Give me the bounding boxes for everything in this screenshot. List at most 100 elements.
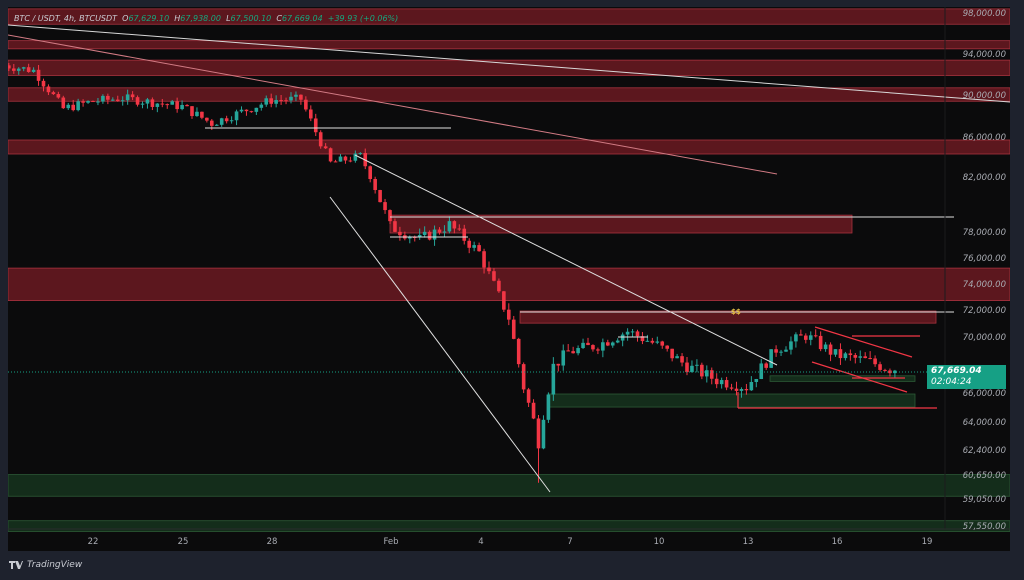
wedge-upper-line [354, 154, 778, 366]
candle-body [823, 344, 828, 350]
resistance-zone[interactable] [8, 267, 1010, 302]
candle-body [764, 363, 768, 368]
resistance-zone[interactable] [8, 139, 1010, 155]
candle-body [239, 109, 244, 112]
candle-body [868, 358, 872, 360]
high-label: H [174, 14, 181, 23]
candle-body [81, 101, 85, 103]
candle [16, 67, 21, 75]
resistance-zone[interactable] [8, 40, 1010, 50]
candle-body [843, 353, 848, 359]
candle-body [41, 80, 46, 87]
resistance-zone[interactable] [8, 59, 1010, 76]
price-chart[interactable]: $$ [8, 7, 1010, 551]
support-zone[interactable] [8, 474, 1010, 497]
candle [650, 337, 655, 345]
candle-body [477, 245, 481, 252]
candle-body [150, 99, 155, 107]
time-tick-label: 25 [177, 537, 189, 547]
candle-body [799, 334, 803, 336]
support-zone[interactable] [547, 393, 916, 408]
chart-frame[interactable]: $$ [8, 7, 1010, 551]
candle-body [398, 231, 402, 236]
candle [259, 102, 264, 111]
candle [383, 198, 387, 214]
candle-body [111, 99, 115, 101]
candle [254, 107, 259, 115]
candle [12, 63, 16, 74]
candle-body [31, 69, 36, 72]
candle [700, 362, 704, 380]
candle-body [160, 103, 165, 105]
candle-body [556, 363, 561, 366]
time-tick-label: 28 [266, 537, 278, 547]
candle-body [526, 389, 531, 403]
candle-body [140, 103, 145, 105]
candle [556, 363, 561, 372]
candle-body [427, 231, 432, 240]
candle-body [655, 341, 660, 343]
tradingview-logo[interactable]: TradingView [9, 560, 82, 570]
candle [759, 358, 764, 380]
candle [244, 109, 249, 116]
candle-body [106, 95, 110, 100]
candle [378, 189, 382, 203]
candle [249, 110, 254, 113]
candle [299, 94, 303, 105]
candle [784, 346, 788, 352]
candle [180, 100, 184, 111]
candle [764, 362, 768, 370]
candle [685, 357, 689, 376]
candle [838, 343, 843, 365]
candle-body [581, 342, 585, 349]
candle [26, 63, 31, 73]
candle-body [546, 394, 551, 420]
candle [190, 106, 194, 119]
candle-body [779, 351, 783, 353]
candle-body [36, 69, 41, 81]
candle-body [625, 331, 630, 335]
candle-body [635, 331, 640, 337]
candle-body [729, 387, 734, 389]
candle-body [170, 101, 174, 105]
support-zone[interactable] [769, 375, 916, 382]
candle-body [205, 117, 209, 121]
candle [140, 101, 145, 109]
candle [165, 103, 170, 109]
candle-body [195, 111, 199, 117]
candle-body [606, 342, 610, 346]
candle-body [838, 349, 843, 359]
candle [289, 92, 293, 104]
candle-body [259, 104, 264, 108]
candle-body [66, 104, 71, 109]
candle [318, 130, 323, 149]
candle [606, 339, 610, 347]
last-price: 67,669.04 [931, 366, 982, 376]
candle-body [754, 379, 759, 383]
candle [789, 336, 793, 355]
candle [620, 332, 625, 347]
candle [214, 123, 219, 126]
support-zone[interactable] [8, 520, 1010, 532]
candle-body [185, 104, 189, 107]
resistance-zone[interactable] [8, 87, 1010, 102]
time-tick-label: 4 [478, 537, 484, 547]
resistance-zone[interactable] [8, 8, 1010, 25]
candle [734, 381, 739, 396]
candle [279, 94, 283, 105]
candle-body [739, 389, 744, 391]
candle [709, 367, 714, 385]
resistance-zone[interactable] [519, 310, 937, 324]
drawings: $$ [8, 7, 1010, 530]
candle [427, 230, 432, 241]
resistance-zone[interactable] [389, 214, 853, 234]
candle-body [309, 109, 313, 119]
candle [76, 98, 80, 112]
candle [670, 348, 674, 362]
candle [541, 415, 546, 450]
candle [437, 227, 442, 235]
low-label: L [226, 14, 231, 23]
channel-lower [811, 361, 908, 393]
candle [31, 67, 36, 73]
candle [576, 345, 580, 356]
